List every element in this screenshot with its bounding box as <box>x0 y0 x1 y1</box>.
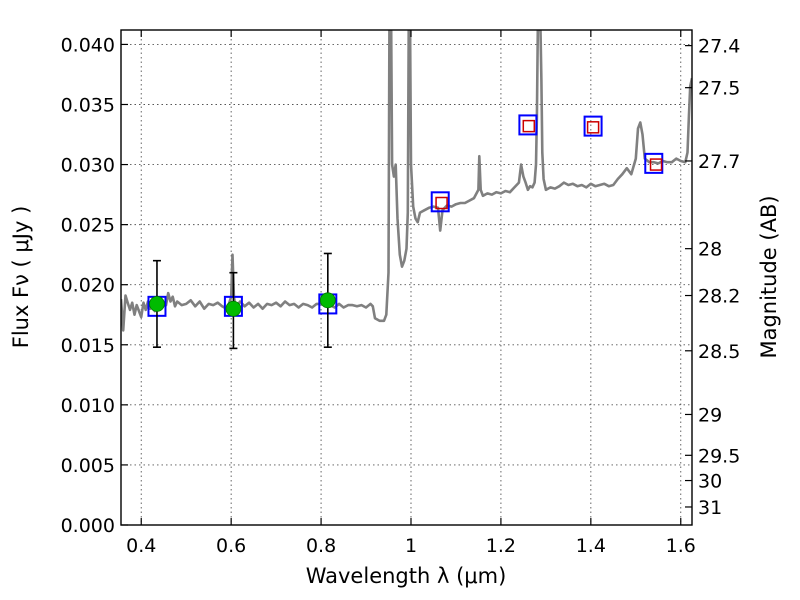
mag-tick-label: 27.7 <box>698 151 740 173</box>
y-tick-label: 0.035 <box>61 94 115 116</box>
y-tick-label: 0.025 <box>61 215 115 237</box>
model-photometry-point <box>430 191 450 213</box>
x-tick-label: 0.6 <box>216 535 246 557</box>
observed-flux-point <box>225 300 242 317</box>
x-tick-label: 0.4 <box>126 535 156 557</box>
x-tick-label: 1 <box>405 535 417 557</box>
axis-layer: 0.4 0.6 0.8 1 1.2 1.4 1.6 0.000 0.005 0.010 0.015 0… <box>61 30 740 557</box>
upper-limit-point <box>522 119 536 133</box>
mag-tick-label: 28.5 <box>698 341 740 363</box>
y-axis-title: Flux Fν ( μJy ) <box>9 206 33 349</box>
upper-limit-point <box>649 158 663 171</box>
marker-layer <box>147 114 664 350</box>
plot-layer <box>121 30 692 332</box>
x-tick-label: 1.6 <box>666 535 696 557</box>
model-photometry-point <box>518 114 538 136</box>
y-tick-label: 0.005 <box>61 455 115 477</box>
mag-tick-label: 29 <box>698 404 722 426</box>
plot-frame <box>120 29 693 526</box>
y-tick-label: 0.020 <box>61 275 115 297</box>
observed-flux-point <box>319 292 336 309</box>
mag-tick-label: 31 <box>698 497 722 519</box>
upper-limit-point <box>435 196 448 210</box>
y-axis-right-title: Magnitude (AB) <box>757 195 781 358</box>
x-tick-label: 1.4 <box>576 535 606 557</box>
x-tick-label: 1.2 <box>486 535 516 557</box>
y-tick-label: 0.000 <box>61 515 115 537</box>
mag-tick-label: 28.2 <box>698 286 740 308</box>
observed-flux-point <box>149 296 165 312</box>
grid-layer <box>121 30 692 526</box>
y-tick-label: 0.010 <box>61 395 115 417</box>
mag-tick-label: 29.5 <box>698 445 740 467</box>
mag-tick-label: 27.4 <box>698 36 740 58</box>
mag-tick-label: 27.5 <box>698 78 740 100</box>
model-photometry-point <box>644 152 664 174</box>
upper-limit-point <box>586 121 600 134</box>
model-photometry-point <box>583 115 603 137</box>
mag-tick-label: 30 <box>698 471 722 493</box>
y-tick-label: 0.040 <box>61 34 115 56</box>
mag-tick-label: 28 <box>698 239 722 261</box>
spectrum-line <box>121 30 692 332</box>
y-tick-label: 0.015 <box>61 335 115 357</box>
y-tick-label: 0.030 <box>61 155 115 177</box>
x-tick-label: 0.8 <box>306 535 336 557</box>
x-axis-title: Wavelength λ (μm) <box>306 564 507 588</box>
